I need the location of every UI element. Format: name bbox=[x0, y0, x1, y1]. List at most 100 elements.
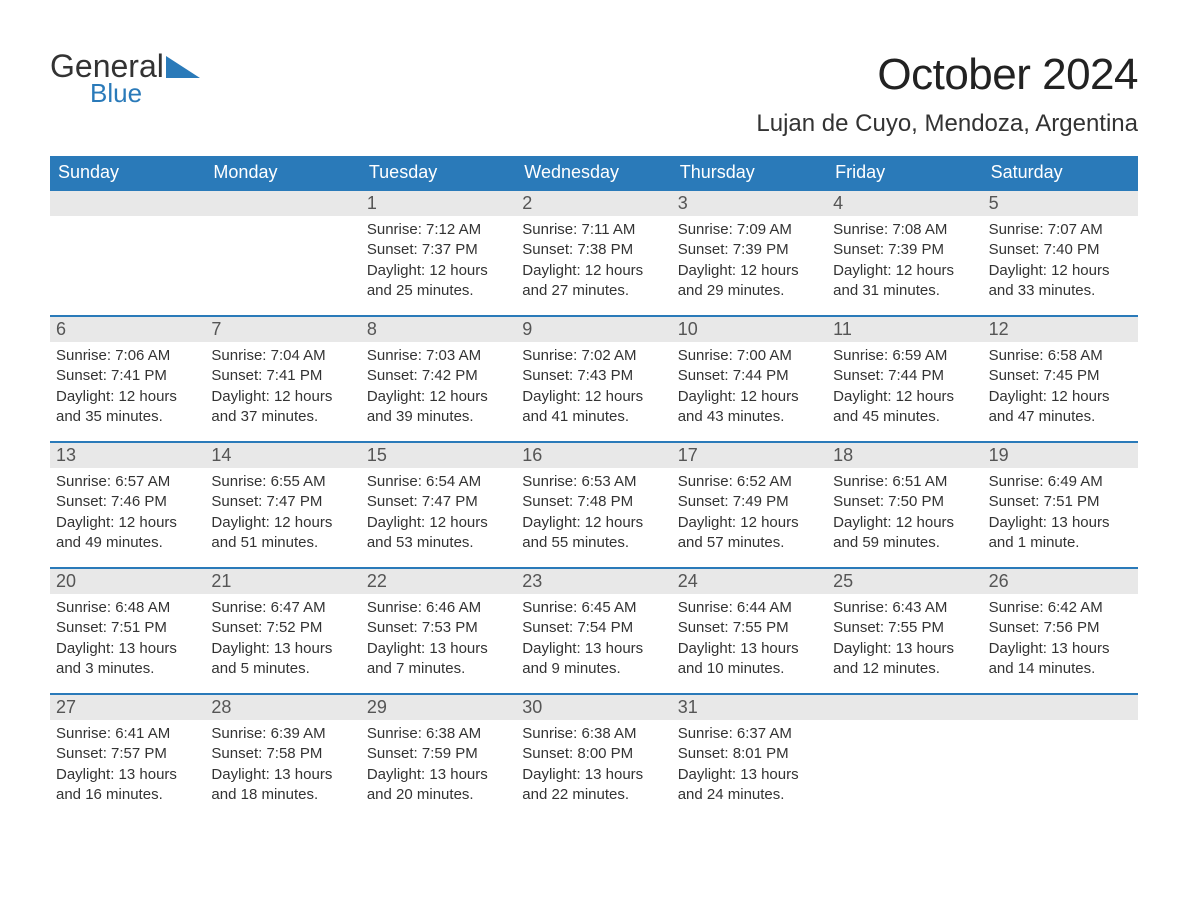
sunrise-line: Sunrise: 6:48 AM bbox=[56, 598, 199, 618]
day-body: Sunrise: 6:47 AMSunset: 7:52 PMDaylight:… bbox=[205, 594, 360, 689]
sunrise-line: Sunrise: 6:45 AM bbox=[522, 598, 665, 618]
day-body: Sunrise: 7:02 AMSunset: 7:43 PMDaylight:… bbox=[516, 342, 671, 437]
daylight-line: Daylight: 12 hours and 27 minutes. bbox=[522, 261, 665, 302]
sunrise-line: Sunrise: 7:02 AM bbox=[522, 346, 665, 366]
sunrise-line: Sunrise: 6:51 AM bbox=[833, 472, 976, 492]
sunrise-line: Sunrise: 6:42 AM bbox=[989, 598, 1132, 618]
sunrise-line: Sunrise: 6:54 AM bbox=[367, 472, 510, 492]
sunset-line: Sunset: 7:43 PM bbox=[522, 366, 665, 386]
day-number: 28 bbox=[205, 695, 360, 720]
day-number: 3 bbox=[672, 191, 827, 216]
daylight-line: Daylight: 13 hours and 22 minutes. bbox=[522, 765, 665, 806]
calendar-cell: 18Sunrise: 6:51 AMSunset: 7:50 PMDayligh… bbox=[827, 441, 982, 567]
daylight-line: Daylight: 13 hours and 3 minutes. bbox=[56, 639, 199, 680]
sunset-line: Sunset: 7:47 PM bbox=[211, 492, 354, 512]
daylight-line: Daylight: 12 hours and 55 minutes. bbox=[522, 513, 665, 554]
sunset-line: Sunset: 7:51 PM bbox=[56, 618, 199, 638]
day-body: Sunrise: 6:49 AMSunset: 7:51 PMDaylight:… bbox=[983, 468, 1138, 563]
day-body: Sunrise: 6:55 AMSunset: 7:47 PMDaylight:… bbox=[205, 468, 360, 563]
dow-header: Monday bbox=[205, 156, 360, 189]
calendar-cell: 5Sunrise: 7:07 AMSunset: 7:40 PMDaylight… bbox=[983, 189, 1138, 315]
sunset-line: Sunset: 7:55 PM bbox=[678, 618, 821, 638]
dow-header: Thursday bbox=[672, 156, 827, 189]
day-number: 16 bbox=[516, 443, 671, 468]
day-number: 12 bbox=[983, 317, 1138, 342]
day-body: Sunrise: 6:52 AMSunset: 7:49 PMDaylight:… bbox=[672, 468, 827, 563]
dow-header: Tuesday bbox=[361, 156, 516, 189]
sunrise-line: Sunrise: 6:58 AM bbox=[989, 346, 1132, 366]
sunset-line: Sunset: 7:44 PM bbox=[833, 366, 976, 386]
daylight-line: Daylight: 12 hours and 47 minutes. bbox=[989, 387, 1132, 428]
sunrise-line: Sunrise: 7:03 AM bbox=[367, 346, 510, 366]
day-body: Sunrise: 6:38 AMSunset: 7:59 PMDaylight:… bbox=[361, 720, 516, 815]
sunrise-line: Sunrise: 7:06 AM bbox=[56, 346, 199, 366]
daylight-line: Daylight: 12 hours and 31 minutes. bbox=[833, 261, 976, 302]
sunset-line: Sunset: 7:59 PM bbox=[367, 744, 510, 764]
daylight-line: Daylight: 13 hours and 14 minutes. bbox=[989, 639, 1132, 680]
sunrise-line: Sunrise: 6:53 AM bbox=[522, 472, 665, 492]
sunrise-line: Sunrise: 7:09 AM bbox=[678, 220, 821, 240]
daylight-line: Daylight: 13 hours and 7 minutes. bbox=[367, 639, 510, 680]
sunset-line: Sunset: 8:00 PM bbox=[522, 744, 665, 764]
sunset-line: Sunset: 7:53 PM bbox=[367, 618, 510, 638]
calendar-cell-empty bbox=[827, 693, 982, 819]
calendar-cell: 16Sunrise: 6:53 AMSunset: 7:48 PMDayligh… bbox=[516, 441, 671, 567]
daylight-line: Daylight: 13 hours and 12 minutes. bbox=[833, 639, 976, 680]
day-body: Sunrise: 6:46 AMSunset: 7:53 PMDaylight:… bbox=[361, 594, 516, 689]
calendar-cell: 21Sunrise: 6:47 AMSunset: 7:52 PMDayligh… bbox=[205, 567, 360, 693]
calendar-cell: 10Sunrise: 7:00 AMSunset: 7:44 PMDayligh… bbox=[672, 315, 827, 441]
day-number: 6 bbox=[50, 317, 205, 342]
day-body: Sunrise: 6:57 AMSunset: 7:46 PMDaylight:… bbox=[50, 468, 205, 563]
dow-header: Saturday bbox=[983, 156, 1138, 189]
day-body: Sunrise: 7:11 AMSunset: 7:38 PMDaylight:… bbox=[516, 216, 671, 311]
calendar-cell: 20Sunrise: 6:48 AMSunset: 7:51 PMDayligh… bbox=[50, 567, 205, 693]
daylight-line: Daylight: 13 hours and 18 minutes. bbox=[211, 765, 354, 806]
sunrise-line: Sunrise: 7:08 AM bbox=[833, 220, 976, 240]
day-body: Sunrise: 7:03 AMSunset: 7:42 PMDaylight:… bbox=[361, 342, 516, 437]
daylight-line: Daylight: 13 hours and 16 minutes. bbox=[56, 765, 199, 806]
calendar-cell: 14Sunrise: 6:55 AMSunset: 7:47 PMDayligh… bbox=[205, 441, 360, 567]
daylight-line: Daylight: 13 hours and 5 minutes. bbox=[211, 639, 354, 680]
calendar-cell: 12Sunrise: 6:58 AMSunset: 7:45 PMDayligh… bbox=[983, 315, 1138, 441]
calendar-cell-empty bbox=[205, 189, 360, 315]
sunrise-line: Sunrise: 6:38 AM bbox=[367, 724, 510, 744]
day-number: 5 bbox=[983, 191, 1138, 216]
daylight-line: Daylight: 12 hours and 51 minutes. bbox=[211, 513, 354, 554]
day-number: 30 bbox=[516, 695, 671, 720]
calendar-cell: 26Sunrise: 6:42 AMSunset: 7:56 PMDayligh… bbox=[983, 567, 1138, 693]
calendar-cell: 27Sunrise: 6:41 AMSunset: 7:57 PMDayligh… bbox=[50, 693, 205, 819]
day-body: Sunrise: 6:37 AMSunset: 8:01 PMDaylight:… bbox=[672, 720, 827, 815]
sunset-line: Sunset: 7:39 PM bbox=[678, 240, 821, 260]
day-body: Sunrise: 6:41 AMSunset: 7:57 PMDaylight:… bbox=[50, 720, 205, 815]
calendar-cell: 3Sunrise: 7:09 AMSunset: 7:39 PMDaylight… bbox=[672, 189, 827, 315]
day-number: 14 bbox=[205, 443, 360, 468]
sunrise-line: Sunrise: 7:00 AM bbox=[678, 346, 821, 366]
day-number: 7 bbox=[205, 317, 360, 342]
day-number: 26 bbox=[983, 569, 1138, 594]
sunset-line: Sunset: 8:01 PM bbox=[678, 744, 821, 764]
calendar-cell: 1Sunrise: 7:12 AMSunset: 7:37 PMDaylight… bbox=[361, 189, 516, 315]
sunrise-line: Sunrise: 6:46 AM bbox=[367, 598, 510, 618]
calendar-cell: 13Sunrise: 6:57 AMSunset: 7:46 PMDayligh… bbox=[50, 441, 205, 567]
day-number: 17 bbox=[672, 443, 827, 468]
sunrise-line: Sunrise: 6:59 AM bbox=[833, 346, 976, 366]
sunrise-line: Sunrise: 6:52 AM bbox=[678, 472, 821, 492]
logo-triangle-icon bbox=[166, 56, 200, 78]
sunset-line: Sunset: 7:40 PM bbox=[989, 240, 1132, 260]
day-body: Sunrise: 6:43 AMSunset: 7:55 PMDaylight:… bbox=[827, 594, 982, 689]
day-number: 4 bbox=[827, 191, 982, 216]
day-number-empty bbox=[827, 695, 982, 720]
day-number: 13 bbox=[50, 443, 205, 468]
sunrise-line: Sunrise: 7:04 AM bbox=[211, 346, 354, 366]
day-number: 2 bbox=[516, 191, 671, 216]
sunrise-line: Sunrise: 7:11 AM bbox=[522, 220, 665, 240]
logo: General Blue bbox=[50, 50, 200, 109]
sunset-line: Sunset: 7:46 PM bbox=[56, 492, 199, 512]
day-number: 31 bbox=[672, 695, 827, 720]
calendar-cell: 30Sunrise: 6:38 AMSunset: 8:00 PMDayligh… bbox=[516, 693, 671, 819]
daylight-line: Daylight: 12 hours and 33 minutes. bbox=[989, 261, 1132, 302]
calendar-grid: SundayMondayTuesdayWednesdayThursdayFrid… bbox=[50, 156, 1138, 819]
day-number-empty bbox=[983, 695, 1138, 720]
daylight-line: Daylight: 12 hours and 59 minutes. bbox=[833, 513, 976, 554]
location-text: Lujan de Cuyo, Mendoza, Argentina bbox=[756, 110, 1138, 138]
